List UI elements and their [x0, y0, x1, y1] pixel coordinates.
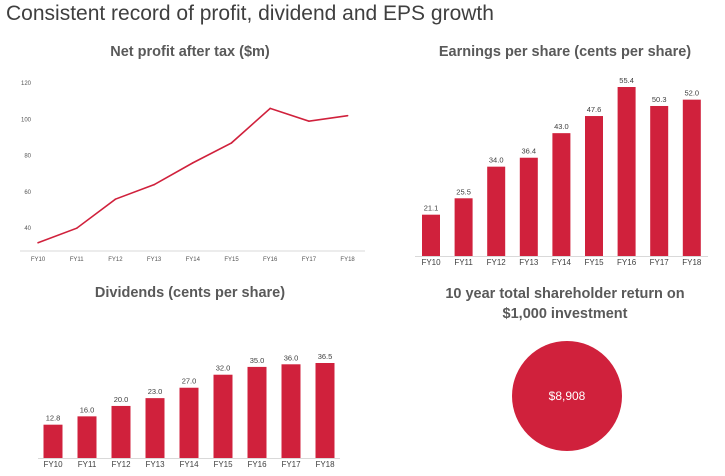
dividends-label-FY12: 20.0: [114, 395, 129, 404]
eps-bar-FY13: [519, 157, 538, 256]
dividends-xtick-FY11: FY11: [78, 460, 97, 469]
dividends-xtick-FY18: FY18: [315, 460, 335, 469]
net-profit-point-FY14: [192, 162, 194, 164]
tsr-circle: [512, 341, 622, 451]
eps-xtick-FY18: FY18: [682, 258, 702, 267]
net-profit-point-FY17: [308, 120, 310, 122]
dividends-xtick-FY14: FY14: [179, 460, 199, 469]
eps-label-FY12: 34.0: [489, 156, 504, 165]
eps-bar-FY18: [682, 99, 701, 256]
net-profit-series-line: [37, 107, 348, 244]
dividends-label-FY16: 35.0: [250, 356, 265, 365]
tsr-title: 10 year total shareholder return on $1,0…: [405, 284, 725, 324]
dividends-label-FY10: 12.8: [46, 414, 61, 423]
net-profit-point-FY11: [75, 227, 78, 230]
dividends-bar-FY11: [77, 416, 97, 458]
net-profit-point-FY13: [153, 183, 155, 186]
net-profit-xtick-FY15: FY15: [224, 257, 239, 263]
eps-bar-FY16: [617, 87, 636, 256]
net-profit-ytick-60: 60: [24, 190, 31, 196]
eps-label-FY11: 25.5: [456, 187, 471, 196]
net-profit-xtick-FY18: FY18: [340, 257, 355, 263]
tsr-title-line2: $1,000 investment: [502, 306, 628, 322]
net-profit-ytick-100: 100: [21, 117, 32, 123]
dividends-bar-FY14: [179, 387, 199, 458]
net-profit-point-FY16: [269, 107, 272, 110]
dividends-xtick-FY12: FY12: [111, 460, 131, 469]
tsr-title-line1: 10 year total shareholder return on: [445, 286, 685, 302]
dividends-xtick-FY17: FY17: [281, 460, 301, 469]
eps-xtick-FY15: FY15: [584, 258, 604, 267]
net-profit-point-FY10: [37, 241, 39, 244]
page-title: Consistent record of profit, dividend an…: [6, 2, 494, 25]
eps-label-FY14: 43.0: [554, 122, 569, 131]
dividends-label-FY15: 32.0: [216, 364, 231, 373]
net-profit-ytick-80: 80: [24, 154, 31, 160]
net-profit-xtick-FY13: FY13: [147, 257, 162, 263]
eps-bar-FY10: [422, 214, 440, 256]
eps-bar-FY14: [552, 133, 571, 256]
dividends-bar-FY18: [315, 363, 335, 458]
net-profit-xtick-FY16: FY16: [263, 257, 278, 263]
dividends-bar-FY15: [213, 374, 233, 458]
eps-label-FY15: 47.6: [587, 105, 602, 114]
dividends-label-FY14: 27.0: [182, 377, 197, 386]
eps-xtick-FY17: FY17: [650, 258, 670, 267]
dividends-xtick-FY15: FY15: [213, 460, 233, 469]
dividends-label-FY18: 36.5: [318, 352, 333, 361]
dividends-bar-FY16: [247, 366, 267, 458]
dividends-title: Dividends (cents per share): [94, 285, 286, 301]
eps-xtick-FY14: FY14: [552, 258, 572, 267]
net-profit-xtick-FY11: FY11: [70, 257, 85, 263]
net-profit-xtick-FY12: FY12: [108, 257, 123, 263]
eps-bar-FY15: [585, 116, 603, 256]
net-profit-ytick-120: 120: [21, 81, 32, 87]
dividends-xtick-FY16: FY16: [247, 460, 267, 469]
eps-title: Earnings per share (cents per share): [438, 44, 692, 60]
net-profit-title: Net profit after tax ($m): [110, 44, 270, 60]
eps-xtick-FY16: FY16: [617, 258, 637, 267]
eps-xtick-FY11: FY11: [454, 258, 473, 267]
dividends-bar-FY12: [111, 405, 131, 458]
eps-label-FY17: 50.3: [652, 95, 667, 104]
eps-label-FY10: 21.1: [424, 204, 439, 213]
net-profit-xtick-FY17: FY17: [302, 257, 317, 263]
net-profit-xtick-FY14: FY14: [186, 257, 201, 263]
net-profit-point-FY15: [230, 142, 233, 144]
dividends-bar-FY17: [281, 364, 301, 458]
eps-bar-FY17: [650, 105, 669, 256]
dividends-bar-FY13: [145, 398, 165, 458]
eps-label-FY13: 36.4: [521, 147, 536, 156]
eps-label-FY18: 52.0: [684, 89, 699, 98]
eps-label-FY16: 55.4: [619, 76, 634, 85]
dividends-label-FY13: 23.0: [148, 387, 163, 396]
net-profit-ytick-40: 40: [24, 226, 31, 232]
eps-xtick-FY13: FY13: [519, 258, 539, 267]
net-profit-point-FY12: [114, 198, 117, 200]
eps-xtick-FY12: FY12: [487, 258, 507, 267]
tsr-value-label: $8,908: [549, 389, 586, 403]
dividends-label-FY17: 36.0: [284, 353, 299, 362]
net-profit-xtick-FY10: FY10: [31, 257, 46, 263]
dividends-xtick-FY13: FY13: [145, 460, 165, 469]
eps-bar-FY12: [487, 166, 506, 256]
eps-xtick-FY10: FY10: [421, 258, 441, 267]
eps-bar-FY11: [454, 198, 473, 256]
dividends-bar-FY10: [43, 424, 63, 458]
dividends-label-FY11: 16.0: [80, 405, 95, 414]
dividends-xtick-FY10: FY10: [43, 460, 63, 469]
net-profit-point-FY18: [346, 114, 349, 117]
